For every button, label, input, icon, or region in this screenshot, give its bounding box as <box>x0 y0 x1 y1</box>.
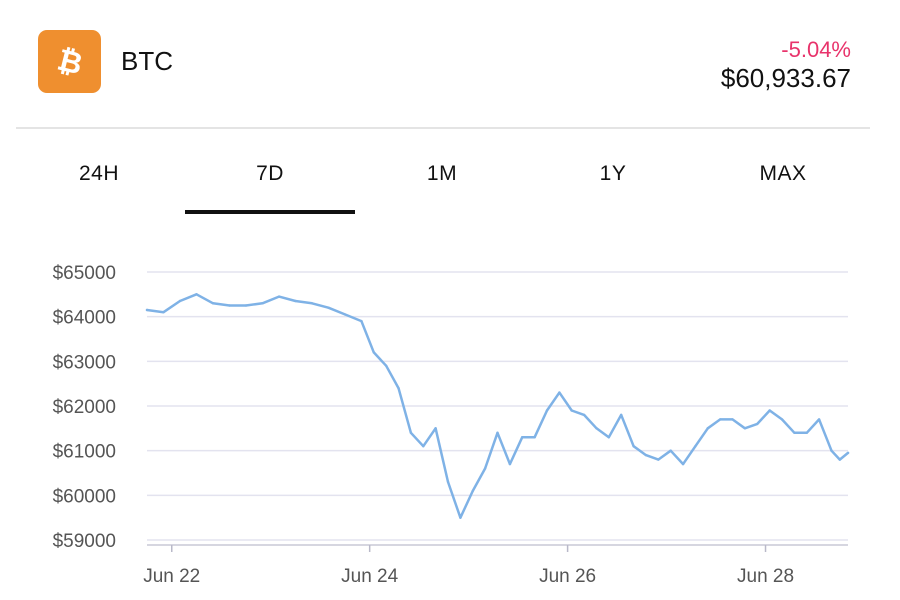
data-point <box>459 516 462 519</box>
data-point <box>830 449 833 452</box>
tab-1y[interactable]: 1Y <box>528 162 698 222</box>
data-point <box>162 311 165 314</box>
data-point <box>211 302 215 305</box>
data-point <box>657 458 660 461</box>
data-point <box>545 409 549 412</box>
data-point <box>607 436 610 439</box>
current-price: $60,933.67 <box>720 63 851 93</box>
tab-label: MAX <box>759 162 807 185</box>
data-point <box>508 462 512 466</box>
data-point <box>681 462 685 466</box>
tab-label: 7D <box>256 162 284 185</box>
data-point <box>145 308 149 312</box>
tab-label: 24H <box>78 162 120 185</box>
tab-label: 1M <box>426 162 458 185</box>
x-tick-label: Jun 24 <box>341 566 398 587</box>
tab-label: 1Y <box>599 162 627 185</box>
y-tick-label: $63000 <box>53 352 116 373</box>
data-point <box>496 431 499 434</box>
data-point <box>805 431 808 434</box>
data-point <box>780 418 784 421</box>
data-point <box>178 299 182 303</box>
data-point <box>372 351 375 354</box>
bitcoin-icon: ₿ <box>54 43 86 81</box>
data-point <box>595 427 598 430</box>
data-point <box>756 422 759 426</box>
data-point <box>793 431 796 434</box>
price-line <box>145 293 850 519</box>
data-point <box>446 480 450 484</box>
y-tick-label: $62000 <box>53 397 116 418</box>
timeframe-tabs: 24H 7D 1M 1Y MAX <box>0 150 900 220</box>
data-point <box>360 319 363 323</box>
x-tick-label: Jun 26 <box>539 566 596 587</box>
tab-7d[interactable]: 7D <box>185 162 355 222</box>
y-tick-label: $60000 <box>53 486 116 507</box>
data-point <box>731 418 734 421</box>
data-point <box>620 413 623 417</box>
data-point <box>719 418 722 421</box>
x-tick-label: Jun 22 <box>143 566 200 587</box>
data-point <box>533 436 536 439</box>
data-point <box>343 313 347 316</box>
data-point <box>228 304 231 307</box>
y-tick-label: $59000 <box>53 531 116 552</box>
tab-max[interactable]: MAX <box>698 162 868 222</box>
data-point <box>294 299 297 303</box>
data-point <box>768 409 771 412</box>
data-point <box>409 431 413 434</box>
x-tick-label: Jun 28 <box>737 566 794 587</box>
coin-symbol: BTC <box>121 46 173 76</box>
data-point <box>195 293 198 296</box>
header-divider <box>16 127 870 129</box>
data-point <box>838 458 841 461</box>
data-point <box>397 386 400 390</box>
data-point <box>422 445 425 448</box>
data-point <box>570 409 573 412</box>
data-point <box>483 467 487 470</box>
data-point <box>261 302 264 305</box>
data-point <box>817 418 821 421</box>
y-tick-label: $61000 <box>53 442 116 463</box>
data-point <box>644 453 648 457</box>
price-change: -5.04% <box>781 37 851 62</box>
y-tick-label: $64000 <box>53 308 116 329</box>
data-point <box>277 295 281 298</box>
tab-24h[interactable]: 24H <box>14 162 184 222</box>
data-point <box>706 427 709 430</box>
active-tab-indicator <box>185 210 355 214</box>
data-point <box>632 445 635 448</box>
data-point <box>244 304 248 307</box>
data-point <box>310 302 314 305</box>
coin-header: ₿ BTC -5.04% $60,933.67 <box>0 0 900 128</box>
data-point <box>669 449 672 452</box>
data-point <box>694 445 697 448</box>
data-point <box>846 451 850 455</box>
data-point <box>385 364 388 367</box>
data-point <box>558 391 561 394</box>
data-point <box>327 306 330 309</box>
tab-1m[interactable]: 1M <box>357 162 527 222</box>
coin-logo: ₿ <box>38 30 101 93</box>
data-point <box>471 489 474 493</box>
y-tick-label: $65000 <box>53 263 116 284</box>
data-point <box>434 427 437 430</box>
data-point <box>521 436 524 439</box>
data-point <box>743 427 747 430</box>
data-point <box>582 413 586 417</box>
